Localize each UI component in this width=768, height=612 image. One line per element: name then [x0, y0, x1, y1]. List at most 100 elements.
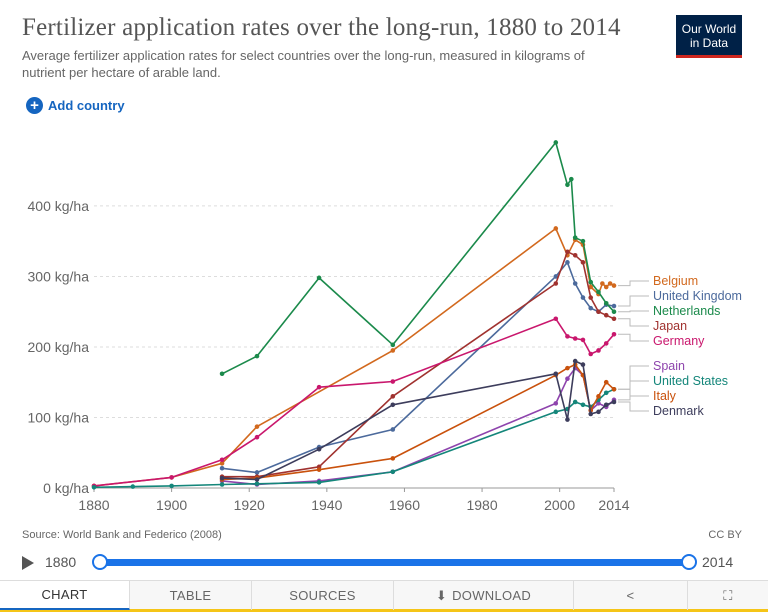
legend-connector — [618, 280, 649, 287]
legend-connector — [618, 333, 649, 342]
data-point — [316, 467, 322, 472]
series-line-netherlands — [221, 141, 615, 375]
timeline-end-year: 2014 — [702, 554, 734, 570]
data-point — [254, 424, 260, 429]
data-point — [588, 305, 594, 311]
data-point — [219, 465, 225, 471]
data-point — [390, 342, 396, 348]
data-point — [565, 182, 570, 188]
series-line-united-kingdom — [222, 261, 615, 474]
data-point — [390, 456, 396, 461]
source-note[interactable]: Source: World Bank and Federico (2008) — [22, 529, 222, 541]
timeline-start-handle[interactable] — [92, 554, 108, 570]
data-point — [580, 362, 586, 367]
data-point — [390, 394, 396, 399]
data-point — [553, 226, 559, 231]
legend-connector — [618, 401, 649, 412]
data-point — [390, 379, 396, 384]
legend-label-spain: Spain — [653, 359, 685, 373]
data-point — [219, 371, 225, 377]
owid-logo[interactable]: Our World in Data — [676, 15, 742, 58]
fullscreen-button[interactable]: ⛶ — [688, 581, 768, 610]
data-point — [565, 376, 570, 381]
share-button[interactable]: < — [574, 581, 688, 610]
y-tick-label: 0 kg/ha — [43, 480, 89, 496]
data-point — [596, 394, 601, 399]
legend-connector — [618, 365, 649, 401]
data-point — [588, 351, 594, 357]
timeline-slider[interactable]: 1880 2014 — [22, 552, 752, 574]
data-point — [596, 348, 601, 353]
data-point — [553, 401, 559, 406]
logo-line1: Our World — [681, 22, 737, 36]
data-point — [603, 312, 609, 318]
y-tick-label: 200 kg/ha — [28, 339, 90, 355]
data-point — [600, 281, 605, 286]
data-point — [588, 284, 594, 290]
data-point — [588, 279, 594, 285]
add-country-label: Add country — [48, 98, 125, 113]
data-point — [572, 358, 578, 364]
chart-header: Fertilizer application rates over the lo… — [22, 14, 662, 81]
data-point — [572, 281, 578, 286]
timeline-start-year: 1880 — [45, 554, 77, 570]
x-tick-label: 1920 — [234, 497, 265, 513]
legend-connector — [618, 318, 649, 327]
data-point — [596, 309, 601, 314]
add-country-button[interactable]: + Add country — [26, 97, 125, 114]
legend-label-italy: Italy — [653, 389, 677, 403]
download-icon: ⬇ — [435, 587, 448, 603]
play-icon[interactable] — [22, 556, 34, 570]
data-point — [219, 457, 225, 463]
x-tick-label: 2000 — [544, 497, 575, 513]
data-point — [169, 483, 174, 489]
data-point — [580, 238, 586, 244]
data-point — [611, 316, 617, 322]
data-point — [565, 417, 570, 422]
timeline-end-handle[interactable] — [681, 554, 697, 570]
data-point — [553, 274, 559, 279]
data-point — [596, 289, 601, 295]
data-point — [254, 477, 260, 482]
data-point — [603, 390, 609, 396]
share-icon: < — [626, 588, 635, 603]
data-point — [553, 281, 559, 286]
chart-title: Fertilizer application rates over the lo… — [22, 14, 621, 41]
tab-download[interactable]: ⬇ DOWNLOAD — [394, 581, 574, 610]
x-tick-label: 1960 — [389, 497, 420, 513]
data-point — [603, 379, 609, 385]
data-point — [603, 300, 609, 306]
legend-connector — [618, 295, 649, 307]
data-point — [130, 484, 136, 489]
plus-circle-icon: + — [26, 97, 43, 114]
series-line-italy — [222, 363, 615, 481]
data-point — [580, 402, 586, 408]
legend-label-belgium: Belgium — [653, 274, 698, 288]
legend-label-germany: Germany — [653, 334, 705, 348]
data-point — [572, 252, 578, 258]
data-point — [219, 475, 225, 481]
timeline-track[interactable] — [98, 559, 688, 566]
tab-chart[interactable]: CHART — [0, 581, 130, 610]
data-point — [565, 260, 570, 265]
data-point — [553, 140, 559, 145]
data-point — [316, 480, 322, 485]
data-point — [553, 409, 559, 415]
data-point — [580, 295, 586, 300]
legend-connector — [618, 388, 649, 397]
tab-bar: CHART TABLE SOURCES ⬇ DOWNLOAD < ⛶ — [0, 580, 768, 612]
data-point — [565, 249, 570, 255]
data-point — [169, 475, 174, 480]
data-point — [603, 402, 609, 408]
data-point — [254, 481, 260, 487]
data-point — [316, 384, 322, 390]
license-note[interactable]: CC BY — [708, 529, 742, 541]
data-point — [596, 401, 601, 406]
x-tick-label: 2014 — [598, 497, 629, 513]
data-point — [572, 235, 578, 240]
tab-sources[interactable]: SOURCES — [252, 581, 394, 610]
data-point — [91, 484, 97, 490]
data-point — [390, 402, 396, 408]
tab-table[interactable]: TABLE — [130, 581, 252, 610]
legend-label-united-states: United States — [653, 374, 728, 388]
